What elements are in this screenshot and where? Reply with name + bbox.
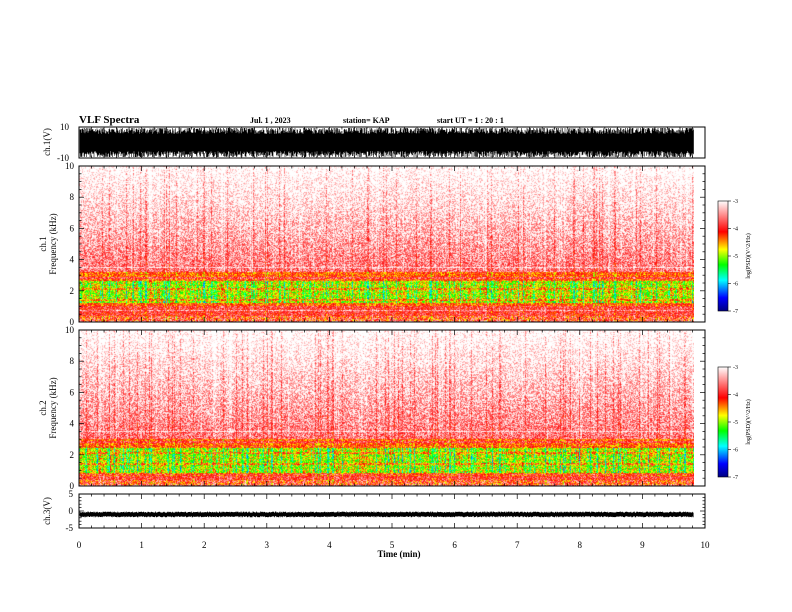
time-tick-label: 6 — [452, 540, 457, 550]
frequency-tick-label: 4 — [70, 419, 75, 429]
frequency-tick-label: 0 — [70, 317, 75, 327]
colorbar-tick-label: -4 — [733, 227, 738, 233]
ch1-colorbar-label: log(PSD)(V^2/Hz) — [745, 233, 752, 278]
ch1-spectrogram-ylabel-frequency: Frequency (kHz) — [48, 213, 58, 274]
frequency-tick-label: 10 — [65, 325, 75, 335]
ch3-voltage-ticks: 5 0 -5 — [66, 489, 705, 533]
voltage-tick-label: -5 — [66, 523, 74, 533]
start-ut-label: start UT = 1 : 20 : 1 — [437, 116, 504, 125]
frequency-tick-label: 6 — [70, 387, 75, 397]
frequency-tick-label: 2 — [70, 450, 75, 460]
ch3-waveform-trace — [79, 511, 694, 518]
colorbar-tick-label: -7 — [733, 309, 738, 315]
time-axis-labels: 0 1 2 3 4 5 6 7 8 9 10 — [77, 540, 710, 550]
colorbar-tick-label: -4 — [733, 393, 738, 399]
time-tick-label: 5 — [390, 540, 395, 550]
time-tick-label: 10 — [701, 540, 711, 550]
ch2-colorbar-label: log(PSD)(V^2/Hz) — [745, 399, 752, 444]
time-tick-label: 1 — [139, 540, 144, 550]
ch1-spectrogram-image — [79, 166, 694, 322]
frequency-tick-label: 8 — [70, 192, 75, 202]
ch3-waveform-ylabel: ch.3(V) — [42, 497, 52, 525]
ch1-waveform-panel: 10 -10 ch.1(V) — [42, 122, 706, 163]
ch2-colorbar-gradient — [717, 366, 729, 478]
time-tick-label: 7 — [515, 540, 520, 550]
frequency-tick-label: 6 — [70, 223, 75, 233]
ch1-waveform-trace — [79, 128, 694, 157]
time-tick-label: 4 — [327, 540, 332, 550]
ch1-waveform-ylabel: ch.1(V) — [42, 128, 52, 156]
frequency-tick-label: 2 — [70, 286, 75, 296]
ch1-frequency-ticks: 0 2 4 6 8 10 — [65, 161, 705, 327]
ch1-colorbar-gradient — [717, 200, 729, 312]
ch2-spectrogram-panel: 0 2 4 6 8 10 ch.2 Frequency (kHz) — [38, 325, 706, 491]
time-tick-label: 2 — [202, 540, 207, 550]
voltage-tick-label: 0 — [69, 506, 74, 516]
date-label: Jul. 1 , 2023 — [250, 116, 291, 125]
station-label: station= KAP — [343, 116, 390, 125]
ch2-colorbar: -3 -4 -5 -6 -7 log(PSD)(V^2/Hz) — [717, 365, 752, 481]
time-tick-label: 9 — [640, 540, 645, 550]
ch1-ytick-top: 10 — [60, 122, 70, 132]
frequency-tick-label: 10 — [65, 161, 75, 171]
colorbar-tick-label: -5 — [733, 420, 738, 426]
ch2-spectrogram-ylabel-frequency: Frequency (kHz) — [48, 377, 58, 438]
colorbar-tick-label: -3 — [733, 199, 738, 205]
colorbar-tick-label: -7 — [733, 475, 738, 481]
ch1-spectrogram-ylabel-channel: ch.1 — [38, 236, 48, 251]
ch2-frequency-ticks: 0 2 4 6 8 10 — [65, 325, 705, 491]
ch3-waveform-line — [79, 511, 694, 518]
figure-title: VLF Spectra — [79, 114, 140, 126]
colorbar-tick-label: -3 — [733, 365, 738, 371]
frequency-tick-label: 8 — [70, 356, 75, 366]
ch3-waveform-frame — [78, 493, 706, 529]
time-axis-ticks — [78, 127, 706, 528]
ch1-waveform-line — [79, 128, 694, 157]
time-tick-label: 8 — [578, 540, 583, 550]
frequency-tick-label: 4 — [70, 255, 75, 265]
ch2-spectrogram-ylabel-channel: ch.2 — [38, 400, 48, 415]
time-tick-label: 0 — [77, 540, 82, 550]
colorbar-tick-label: -6 — [733, 282, 738, 288]
frequency-tick-label: 0 — [70, 481, 75, 491]
voltage-tick-label: 5 — [69, 489, 74, 499]
ch1-spectrogram-panel: 0 2 4 6 8 10 ch.1 Frequency (kHz) — [38, 161, 706, 327]
time-axis-title: Time (min) — [377, 549, 420, 559]
ch2-spectrogram-image — [79, 330, 694, 486]
ch1-colorbar: -3 -4 -5 -6 -7 log(PSD)(V^2/Hz) — [717, 199, 752, 315]
ch2-colorbar-ticks: -3 -4 -5 -6 -7 — [728, 365, 738, 481]
ch1-ytick-bottom: -10 — [57, 153, 69, 163]
colorbar-tick-label: -6 — [733, 448, 738, 454]
ch1-colorbar-ticks: -3 -4 -5 -6 -7 — [728, 199, 738, 315]
time-tick-label: 3 — [265, 540, 270, 550]
colorbar-tick-label: -5 — [733, 254, 738, 260]
